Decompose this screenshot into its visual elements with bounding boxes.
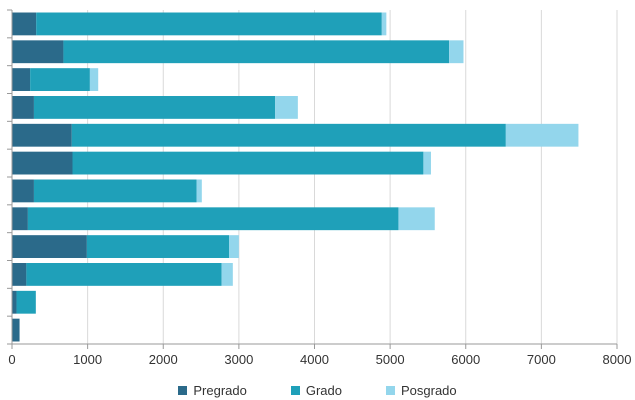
bar-segment-posgrado: [505, 123, 579, 147]
x-tick-label: 1000: [73, 352, 102, 367]
x-tick-label: 0: [8, 352, 15, 367]
legend-label-pregrado: Pregrado: [193, 382, 247, 398]
bar-segment-pregrado: [12, 12, 37, 36]
bar-segment-pregrado: [12, 235, 87, 258]
bar-segment-pregrado: [12, 68, 31, 91]
x-tick-label: 4000: [300, 352, 329, 367]
bar-segment-posgrado: [449, 40, 464, 64]
bar-segment-posgrado: [423, 151, 431, 175]
bar-segment-pregrado: [12, 179, 34, 203]
bar-segment-grado: [27, 207, 399, 231]
legend-label-grado: Grado: [305, 382, 342, 398]
legend-swatch-grado: [290, 385, 300, 395]
x-tick-label: 8000: [603, 352, 632, 367]
x-tick-label: 5000: [376, 352, 405, 367]
gridlines: [87, 10, 618, 344]
legend-label-posgrado: Posgrado: [400, 382, 457, 398]
bar-segment-pregrado: [12, 263, 27, 286]
bar-segment-grado: [72, 151, 424, 175]
legend-item-pregrado: Pregrado: [178, 382, 247, 398]
bar-segment-pregrado: [12, 207, 28, 231]
bar-segment-pregrado: [12, 123, 72, 147]
bar-segment-grado: [30, 68, 90, 91]
bar-segment-pregrado: [12, 318, 20, 342]
bars: [12, 12, 579, 342]
bar-segment-posgrado: [381, 12, 387, 36]
bar-segment-posgrado: [196, 179, 202, 203]
bar-segment-pregrado: [12, 40, 64, 64]
bar-segment-pregrado: [12, 151, 73, 175]
bar-segment-posgrado: [229, 235, 239, 258]
legend-swatch-posgrado: [385, 385, 395, 395]
x-tick-labels: 0 1000 2000 3000 4000 5000 6000 7000 8000: [8, 352, 631, 367]
legend: Pregrado Grado Posgrado: [0, 380, 635, 400]
legend-swatch-pregrado: [178, 385, 188, 395]
x-tick-label: 2000: [149, 352, 178, 367]
bar-segment-grado: [71, 123, 506, 147]
bar-segment-grado: [26, 263, 222, 286]
bar-segment-grado: [36, 12, 382, 36]
bar-segment-pregrado: [12, 96, 34, 119]
bar-segment-grado: [86, 235, 230, 258]
bar-segment-pregrado: [12, 290, 17, 314]
bar-segment-posgrado: [221, 263, 233, 286]
axes: [7, 9, 618, 349]
x-tick-label: 6000: [451, 352, 480, 367]
bar-segment-grado: [33, 96, 276, 119]
bar-segment-grado: [33, 179, 197, 203]
bar-segment-grado: [63, 40, 450, 64]
bar-segment-posgrado: [89, 68, 99, 91]
legend-item-grado: Grado: [290, 382, 342, 398]
legend-item-posgrado: Posgrado: [385, 382, 457, 398]
bar-segment-posgrado: [398, 207, 435, 231]
x-tick-label: 7000: [527, 352, 556, 367]
bar-segment-grado: [16, 290, 36, 314]
bar-segment-posgrado: [275, 96, 298, 119]
x-tick-label: 3000: [224, 352, 253, 367]
